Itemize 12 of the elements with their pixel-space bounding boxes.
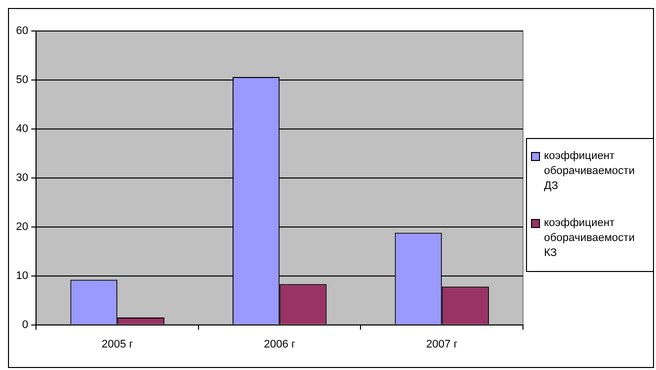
legend-label: коэффициент оборачиваемости ДЗ — [544, 149, 636, 194]
y-tick-label: 20 — [16, 220, 28, 233]
y-tick-label: 10 — [16, 270, 28, 282]
y-tick-label: 40 — [16, 122, 28, 135]
y-tick-label: 50 — [16, 74, 28, 86]
y-tick-label: 0 — [22, 318, 28, 331]
x-tick-label: 2006 г — [264, 338, 296, 350]
legend-label: коэффициент оборачиваемости КЗ — [544, 216, 636, 261]
y-tick-label: 30 — [16, 172, 28, 184]
x-tick-label: 2007 г — [426, 338, 458, 350]
x-tick-label: 2005 г — [102, 338, 134, 350]
y-tick-label: 60 — [16, 25, 28, 38]
